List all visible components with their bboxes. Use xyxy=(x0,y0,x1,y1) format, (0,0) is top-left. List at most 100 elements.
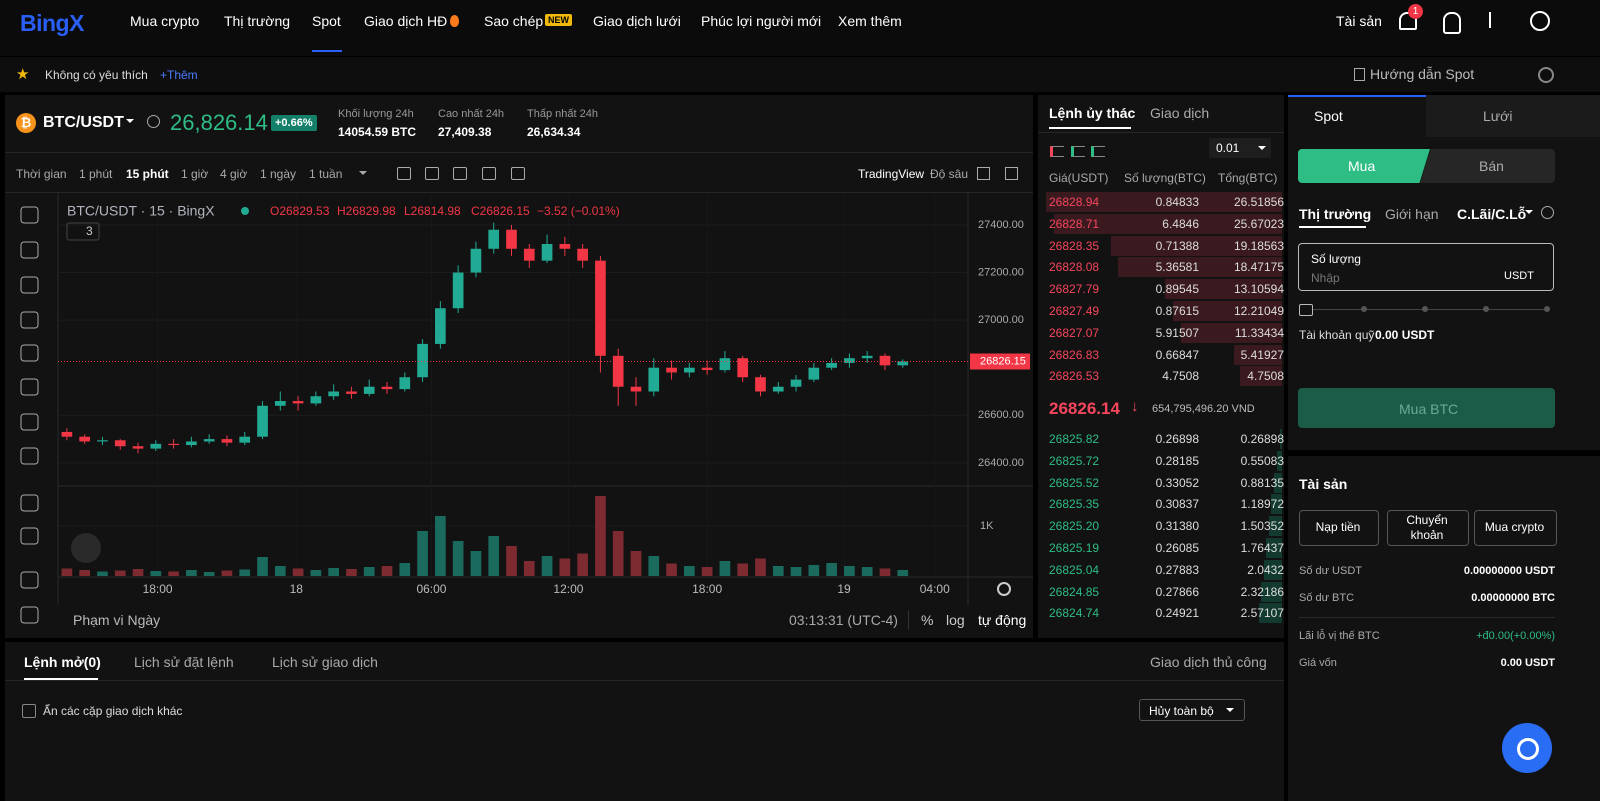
book-price[interactable]: 26826.83 xyxy=(1049,347,1100,362)
nav-item[interactable]: Mua crypto xyxy=(130,13,200,29)
view-tool[interactable] xyxy=(977,167,990,180)
interval[interactable]: 1 ngày xyxy=(260,167,297,181)
candle-body xyxy=(97,440,108,442)
chart-footer-item[interactable]: Phạm vi Ngày xyxy=(73,612,161,628)
book-price[interactable]: 26825.20 xyxy=(1049,519,1100,534)
slider-handle[interactable] xyxy=(1299,304,1313,316)
interval[interactable]: 1 giờ xyxy=(181,167,209,181)
book-tab[interactable]: Giao dịch xyxy=(1150,105,1210,121)
assets-link[interactable]: Tài sản xyxy=(1336,13,1382,29)
tradingview-tab[interactable]: TradingView xyxy=(858,167,925,181)
slider-stop[interactable] xyxy=(1422,306,1428,312)
candle-body xyxy=(168,443,179,446)
amount-unit[interactable]: USDT xyxy=(1504,270,1534,282)
chart-tool[interactable] xyxy=(482,167,496,180)
logo[interactable]: BingX xyxy=(20,10,84,36)
volume-bar xyxy=(844,566,855,576)
book-price[interactable]: 26827.07 xyxy=(1049,325,1100,340)
sell-button-bg[interactable] xyxy=(1420,149,1555,183)
slider-stop[interactable] xyxy=(1544,306,1550,312)
interval[interactable]: 1 tuần xyxy=(309,167,343,181)
book-price[interactable]: 26825.04 xyxy=(1049,562,1100,577)
depth-bar xyxy=(1173,301,1282,321)
download-icon[interactable] xyxy=(1489,12,1491,28)
nav-item[interactable]: Phúc lợi người mới xyxy=(701,13,822,29)
tab-inactive-bg xyxy=(1426,95,1600,137)
mode-tab[interactable]: Spot xyxy=(1314,108,1343,124)
interval[interactable]: 1 phút xyxy=(79,167,113,181)
book-view-icon[interactable] xyxy=(1071,146,1085,157)
add-favorite[interactable]: +Thêm xyxy=(160,68,198,82)
book-total: 2.32186 xyxy=(1240,584,1284,599)
view-tool[interactable] xyxy=(1005,167,1018,180)
hide-checkbox[interactable] xyxy=(22,704,36,718)
chart-footer-item[interactable]: 03:13:31 (UTC-4) xyxy=(789,612,898,628)
candle-body xyxy=(808,367,820,380)
asset-action[interactable] xyxy=(1474,510,1557,546)
book-price[interactable]: 26826.53 xyxy=(1049,369,1100,384)
book-tab[interactable]: Lệnh ủy thác xyxy=(1049,105,1136,121)
interval[interactable]: 4 giờ xyxy=(220,167,248,181)
book-price[interactable]: 26824.74 xyxy=(1049,606,1100,621)
chart-tool[interactable] xyxy=(511,167,525,180)
chart-tool[interactable] xyxy=(453,167,467,180)
fund-value: 0.00 USDT xyxy=(1375,328,1435,342)
chart-footer-item[interactable]: tự động xyxy=(978,612,1027,628)
balance-value: +đ0.00(+0.00%) xyxy=(1476,630,1555,642)
submit-button[interactable] xyxy=(1298,388,1555,428)
book-header: Số lượng(BTC) xyxy=(1124,171,1206,185)
chart-tool[interactable] xyxy=(425,167,439,180)
cancel-all-button[interactable] xyxy=(1139,699,1245,721)
chart-footer-item[interactable]: log xyxy=(946,612,965,628)
book-price[interactable]: 26827.49 xyxy=(1049,304,1100,318)
nav-item[interactable]: Spot xyxy=(312,13,341,29)
volume-bar xyxy=(684,566,695,576)
book-price[interactable]: 26825.35 xyxy=(1049,497,1100,512)
book-price[interactable]: 26824.85 xyxy=(1049,584,1100,599)
book-price[interactable]: 26828.35 xyxy=(1049,238,1100,253)
nav-item[interactable]: Xem thêm xyxy=(838,13,902,29)
orders-tab[interactable]: Lệnh mở(0) xyxy=(24,654,101,670)
globe-icon[interactable] xyxy=(1530,11,1550,31)
precision-select[interactable] xyxy=(1209,138,1271,158)
book-amount: 0.84833 xyxy=(1155,195,1199,209)
nav-item[interactable]: Giao dịch HĐ xyxy=(364,13,448,29)
book-price[interactable]: 26825.72 xyxy=(1049,453,1100,468)
user-icon[interactable] xyxy=(1443,12,1461,34)
order-type[interactable]: Thị trường xyxy=(1299,206,1372,222)
book-price[interactable]: 26828.08 xyxy=(1049,260,1100,275)
amount-input[interactable] xyxy=(1298,243,1554,291)
book-price[interactable]: 26825.82 xyxy=(1049,432,1100,446)
orders-tab[interactable]: Lịch sử giao dịch xyxy=(272,654,378,670)
book-price[interactable]: 26828.71 xyxy=(1049,216,1100,231)
buy-button-bg[interactable] xyxy=(1298,149,1430,183)
spot-guide[interactable]: Hướng dẫn Spot xyxy=(1370,66,1475,82)
order-type[interactable]: Giới hạn xyxy=(1385,206,1439,222)
slider-stop[interactable] xyxy=(1483,306,1489,312)
chart-tool[interactable] xyxy=(397,167,411,180)
book-price[interactable]: 26825.52 xyxy=(1049,475,1100,490)
candle-body xyxy=(328,391,339,397)
book-price[interactable]: 26827.79 xyxy=(1049,282,1100,297)
nav-item[interactable]: Sao chép xyxy=(484,13,544,29)
book-amount: 0.31380 xyxy=(1155,519,1199,534)
nav-item[interactable]: Thị trường xyxy=(224,13,291,29)
chart-footer-item[interactable]: % xyxy=(921,612,934,628)
book-price[interactable]: 26825.19 xyxy=(1049,541,1100,555)
asset-action[interactable] xyxy=(1299,510,1379,546)
order-type[interactable]: C.Lãi/C.Lỗ xyxy=(1457,206,1527,222)
depth-tab[interactable]: Độ sâu xyxy=(930,167,969,181)
manual-trade[interactable]: Giao dịch thủ công xyxy=(1150,654,1267,670)
interval[interactable]: 15 phút xyxy=(126,167,169,181)
pair-name[interactable]: BTC/USDT xyxy=(43,114,124,131)
nav-item[interactable]: Giao dịch lưới xyxy=(593,13,681,29)
mode-tab[interactable]: Lưới xyxy=(1483,108,1513,124)
book-view-icon[interactable] xyxy=(1091,146,1105,157)
orders-tab[interactable]: Lịch sử đặt lệnh xyxy=(134,654,234,670)
book-view-icon[interactable] xyxy=(1050,146,1064,157)
book-price[interactable]: 26828.94 xyxy=(1049,195,1100,209)
slider-stop[interactable] xyxy=(1361,306,1367,312)
candle-body xyxy=(541,244,553,261)
asset-action[interactable] xyxy=(1387,510,1469,546)
settings-icon[interactable] xyxy=(1538,67,1554,83)
